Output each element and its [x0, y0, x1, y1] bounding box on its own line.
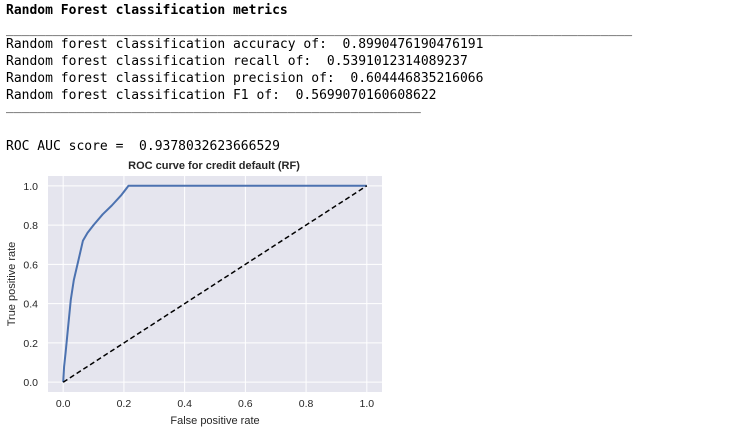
output-rule-short: ________________________________________…: [6, 99, 421, 114]
output-roc-auc: ROC AUC score = 0.9378032623666529: [6, 139, 280, 154]
y-axis-label: True positive rate: [6, 242, 18, 327]
chart-title: ROC curve for credit default (RF): [128, 160, 300, 172]
series-group: [62, 184, 368, 383]
output-rule-long: ________________________________________…: [6, 22, 633, 37]
y-tick-label: 0.8: [23, 220, 38, 232]
x-tick-labels: 0.0 0.2 0.4 0.6 0.8 1.0: [56, 398, 374, 410]
x-tick-label: 0.0: [56, 398, 71, 410]
roc-curve-line: [62, 184, 367, 383]
y-tick-label: 0.0: [23, 377, 38, 389]
y-tick-label: 0.6: [23, 259, 38, 271]
x-tick-label: 1.0: [360, 398, 375, 410]
y-tick-label: 0.4: [23, 299, 38, 311]
y-tick-labels: 0.0 0.2 0.4 0.6 0.8 1.0: [23, 181, 38, 389]
output-heading: Random Forest classification metrics: [6, 3, 288, 18]
output-line-precision: Random forest classification precision o…: [6, 71, 484, 86]
output-line-f1: Random forest classification F1 of: 0.56…: [6, 88, 437, 103]
output-line-recall: Random forest classification recall of: …: [6, 54, 468, 69]
x-tick-label: 0.8: [299, 398, 314, 410]
chance-diagonal-line: [62, 185, 368, 383]
roc-chart: ROC curve for credit default (RF) 0.0 0.2…: [6, 160, 382, 427]
y-tick-label: 1.0: [23, 181, 38, 193]
x-tick-label: 0.6: [238, 398, 253, 410]
y-tick-label: 0.2: [23, 338, 38, 350]
x-tick-label: 0.2: [117, 398, 132, 410]
output-line-accuracy: Random forest classification accuracy of…: [6, 37, 484, 52]
x-tick-label: 0.4: [177, 398, 192, 410]
x-axis-label: False positive rate: [170, 415, 259, 427]
